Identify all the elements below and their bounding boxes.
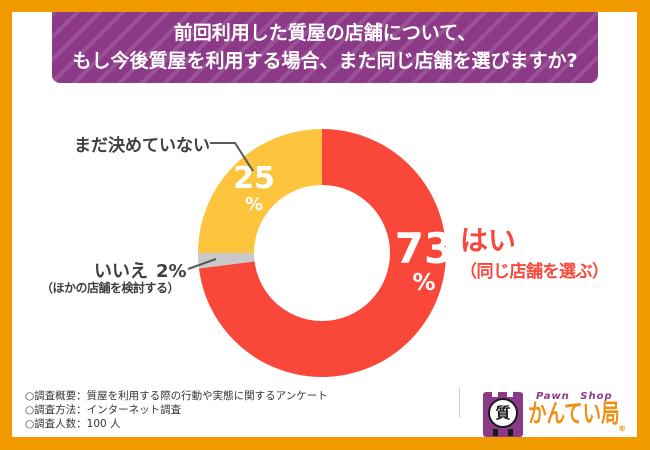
survey-note-count: ○調査人数：100 人 bbox=[25, 418, 121, 430]
icon-foot bbox=[493, 429, 498, 436]
no-value: 2% bbox=[156, 261, 187, 282]
no-label: いいえ bbox=[94, 261, 148, 282]
yes-unit: % bbox=[412, 270, 436, 296]
icon-notch bbox=[507, 392, 513, 397]
logo-brand-name: かんてい局 bbox=[528, 399, 620, 428]
undecided-value: 25 bbox=[233, 161, 275, 196]
donut-hole bbox=[254, 185, 390, 321]
pawn-shop-icon: 質 bbox=[483, 392, 523, 437]
answer-undecided-callout: まだ決めていない bbox=[74, 131, 210, 156]
icon-foot bbox=[508, 429, 513, 436]
segment-value-yes: 73 % bbox=[392, 228, 456, 295]
answer-no-sublabel: （ほかの店舗を検討する） bbox=[41, 281, 180, 295]
undecided-unit: % bbox=[244, 194, 264, 215]
survey-note-overview: ○調査概要：質屋を利用する際の行動や実態に関するアンケート bbox=[25, 390, 328, 402]
answer-yes-callout: はい （同じ店舗を選ぶ） bbox=[460, 224, 609, 282]
answer-no-callout: いいえ 2% bbox=[94, 257, 187, 283]
survey-notes: ○調査概要：質屋を利用する際の行動や実態に関するアンケート ○調査方法：インター… bbox=[25, 389, 328, 431]
icon-notch bbox=[492, 392, 498, 397]
footer-divider bbox=[459, 387, 460, 418]
survey-note-method: ○調査方法：インターネット調査 bbox=[25, 404, 182, 416]
yes-value: 73 bbox=[394, 224, 454, 273]
kanteikyoku-logo: 質 Pawn Shop かんてい局 ® bbox=[483, 391, 628, 437]
title-line-1: 前回利用した質屋の店舗について、 bbox=[173, 22, 477, 44]
title-line-2: もし今後質屋を利用する場合、また同じ店舗を選びますか? bbox=[72, 50, 578, 72]
undecided-label: まだ決めていない bbox=[74, 136, 210, 156]
yes-sublabel: （同じ店舗を選ぶ） bbox=[460, 261, 609, 282]
registered-trademark-icon: ® bbox=[618, 424, 626, 433]
shichi-kanji-icon: 質 bbox=[488, 398, 518, 428]
segment-value-undecided: 25 % bbox=[222, 164, 286, 214]
yes-label: はい bbox=[460, 224, 517, 257]
title-banner: 前回利用した質屋の店舗について、 もし今後質屋を利用する場合、また同じ店舗を選び… bbox=[52, 12, 598, 83]
logo-tagline: Pawn Shop bbox=[536, 391, 613, 402]
